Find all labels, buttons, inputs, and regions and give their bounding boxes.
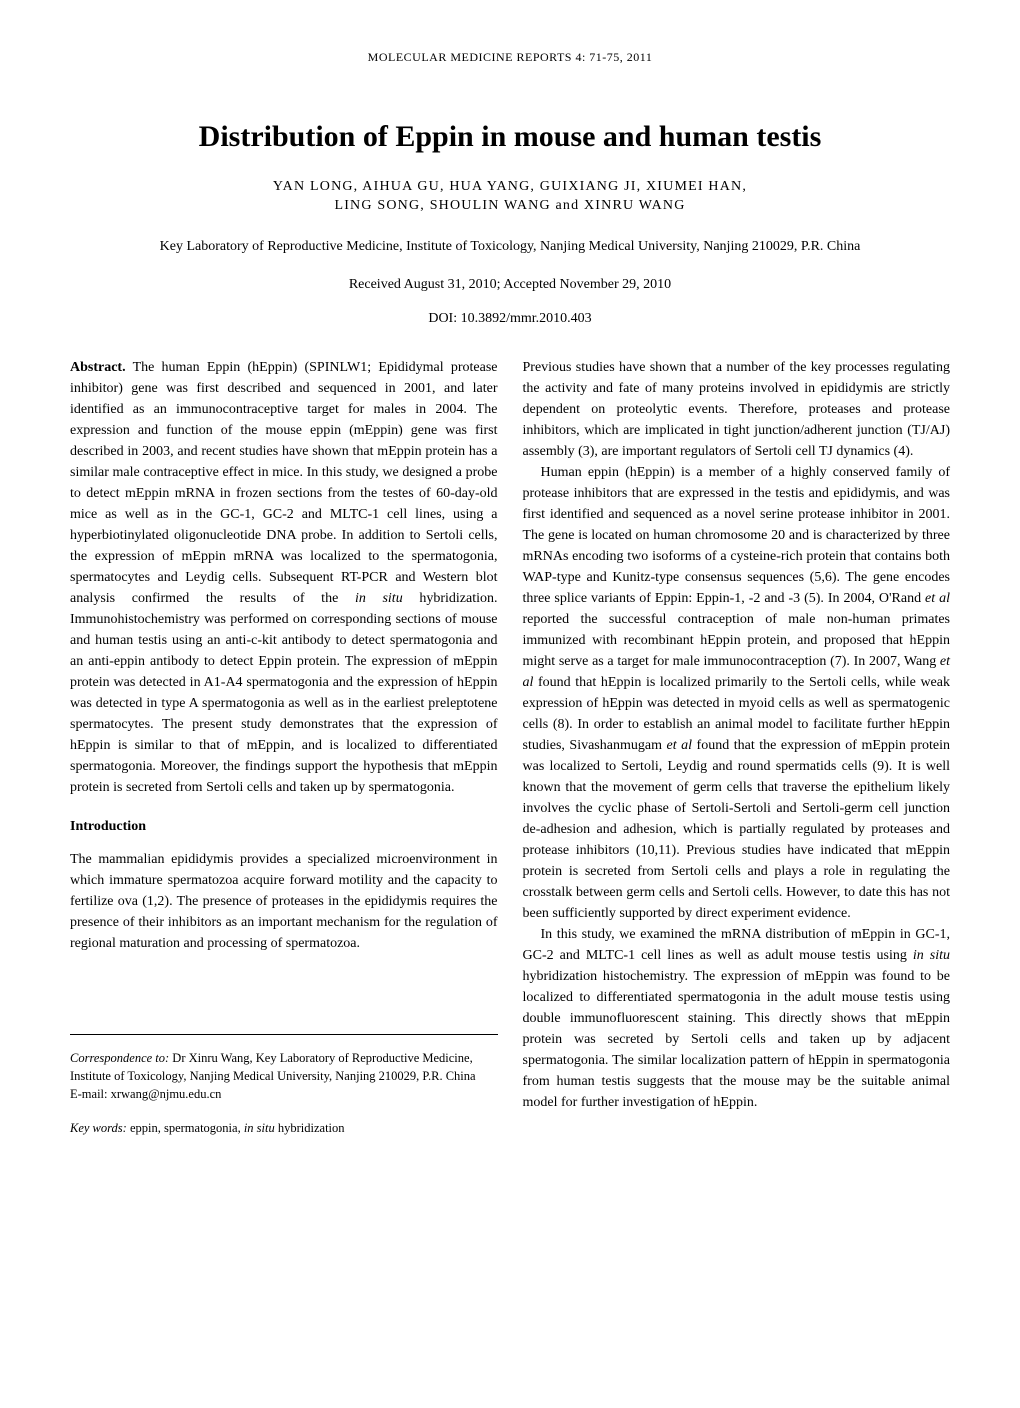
abstract-paragraph: Abstract. The human Eppin (hEppin) (SPIN…	[70, 357, 498, 798]
received-accepted-dates: Received August 31, 2010; Accepted Novem…	[70, 277, 950, 293]
col2-p2-text-a: Human eppin (hEppin) is a member of a hi…	[523, 465, 951, 606]
col2-paragraph-2: Human eppin (hEppin) is a member of a hi…	[523, 462, 951, 924]
keywords-block: Key words: eppin, spermatogonia, in situ…	[70, 1119, 498, 1138]
col2-p3-italic-insitu: in situ	[913, 948, 950, 963]
abstract-label: Abstract.	[70, 360, 126, 375]
doi: DOI: 10.3892/mmr.2010.403	[70, 311, 950, 327]
journal-header: MOLECULAR MEDICINE REPORTS 4: 71-75, 201…	[70, 50, 950, 65]
keywords-text-1: eppin, spermatogonia,	[127, 1121, 244, 1135]
authors-line-2: LING SONG, SHOULIN WANG and XINRU WANG	[70, 198, 950, 214]
col2-p3-text-b: hybridization histochemistry. The expres…	[523, 969, 951, 1110]
introduction-heading: Introduction	[70, 816, 498, 837]
left-column: Abstract. The human Eppin (hEppin) (SPIN…	[70, 357, 498, 1138]
col2-paragraph-1: Previous studies have shown that a numbe…	[523, 357, 951, 462]
abstract-italic-insitu: in situ	[355, 591, 403, 606]
col2-paragraph-3: In this study, we examined the mRNA dist…	[523, 924, 951, 1113]
right-column: Previous studies have shown that a numbe…	[523, 357, 951, 1138]
keywords-text-2: hybridization	[275, 1121, 345, 1135]
intro-paragraph-1: The mammalian epididymis provides a spec…	[70, 849, 498, 954]
affiliation: Key Laboratory of Reproductive Medicine,…	[70, 239, 950, 255]
col2-p2-text-d: found that the expression of mEppin prot…	[523, 738, 951, 921]
two-column-body: Abstract. The human Eppin (hEppin) (SPIN…	[70, 357, 950, 1138]
authors-line-1: YAN LONG, AIHUA GU, HUA YANG, GUIXIANG J…	[70, 179, 950, 195]
col2-p3-text-a: In this study, we examined the mRNA dist…	[523, 927, 951, 963]
paper-title: Distribution of Eppin in mouse and human…	[70, 120, 950, 154]
correspondence-label: Correspondence to:	[70, 1051, 169, 1065]
col2-p2-etal-3: et al	[667, 738, 693, 753]
col2-p2-text-b: reported the successful contraception of…	[523, 612, 951, 669]
keywords-label: Key words:	[70, 1121, 127, 1135]
correspondence-block: Correspondence to: Dr Xinru Wang, Key La…	[70, 1049, 498, 1103]
abstract-body-1: The human Eppin (hEppin) (SPINLW1; Epidi…	[70, 360, 498, 606]
keywords-italic-insitu: in situ	[244, 1121, 275, 1135]
footer-divider	[70, 1034, 498, 1035]
correspondence-email: E-mail: xrwang@njmu.edu.cn	[70, 1085, 498, 1103]
abstract-body-2: hybridization. Immunohistochemistry was …	[70, 591, 498, 795]
col2-p2-etal-1: et al	[925, 591, 950, 606]
